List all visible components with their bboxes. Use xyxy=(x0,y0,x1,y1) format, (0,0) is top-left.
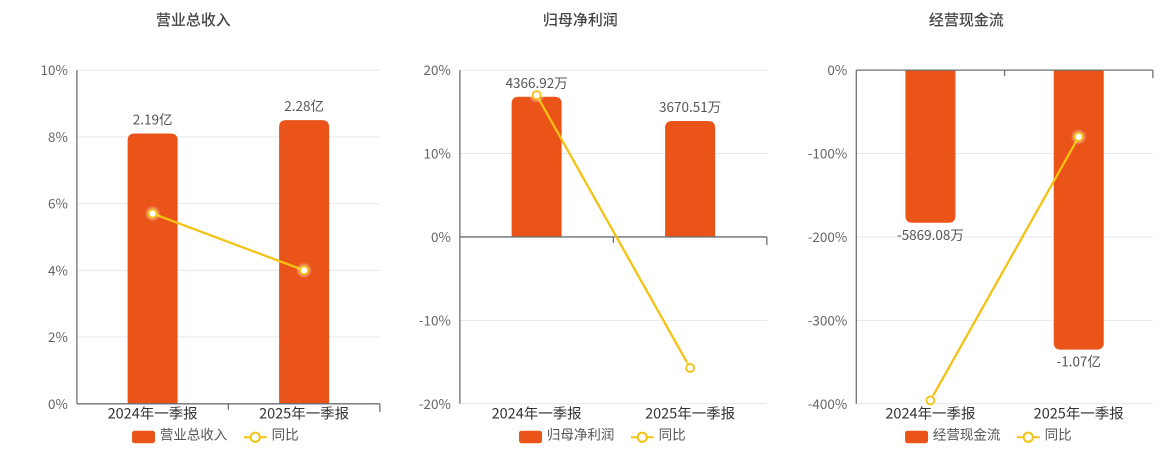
svg-text:6%: 6% xyxy=(48,193,68,213)
svg-text:营业总收入: 营业总收入 xyxy=(160,423,227,443)
svg-text:0%: 0% xyxy=(431,226,451,246)
svg-text:-1.07亿: -1.07亿 xyxy=(1057,351,1101,371)
svg-text:20%: 20% xyxy=(423,59,450,79)
svg-text:10%: 10% xyxy=(423,143,450,163)
svg-text:同比: 同比 xyxy=(272,423,299,443)
svg-text:-200%: -200% xyxy=(808,226,848,246)
svg-text:-5869.08万: -5869.08万 xyxy=(897,224,964,244)
svg-text:0%: 0% xyxy=(828,59,848,79)
svg-text:2025年一季报: 2025年一季报 xyxy=(645,402,735,423)
svg-text:10%: 10% xyxy=(41,59,68,79)
svg-text:2025年一季报: 2025年一季报 xyxy=(1034,402,1124,423)
svg-text:同比: 同比 xyxy=(1045,423,1072,443)
svg-text:营业总收入: 营业总收入 xyxy=(156,9,231,30)
svg-text:2.28亿: 2.28亿 xyxy=(284,95,324,115)
svg-text:-400%: -400% xyxy=(808,393,848,413)
svg-text:-20%: -20% xyxy=(418,393,450,413)
svg-text:4%: 4% xyxy=(48,259,68,279)
svg-text:-10%: -10% xyxy=(418,309,450,329)
svg-text:2024年一季报: 2024年一季报 xyxy=(491,402,581,423)
svg-text:归母净利润: 归母净利润 xyxy=(547,423,614,443)
svg-text:8%: 8% xyxy=(48,126,68,146)
svg-text:2.19亿: 2.19亿 xyxy=(133,109,173,129)
svg-text:-300%: -300% xyxy=(808,309,848,329)
svg-text:2025年一季报: 2025年一季报 xyxy=(259,402,349,423)
svg-text:归母净利润: 归母净利润 xyxy=(543,9,618,30)
svg-text:2024年一季报: 2024年一季报 xyxy=(886,402,976,423)
svg-text:同比: 同比 xyxy=(658,423,685,443)
svg-text:-100%: -100% xyxy=(808,143,848,163)
svg-text:经营现金流: 经营现金流 xyxy=(929,9,1004,30)
svg-text:经营现金流: 经营现金流 xyxy=(933,423,1000,443)
svg-text:2024年一季报: 2024年一季报 xyxy=(108,402,198,423)
svg-text:0%: 0% xyxy=(48,393,68,413)
svg-text:3670.51万: 3670.51万 xyxy=(659,96,721,116)
svg-text:2%: 2% xyxy=(48,326,68,346)
